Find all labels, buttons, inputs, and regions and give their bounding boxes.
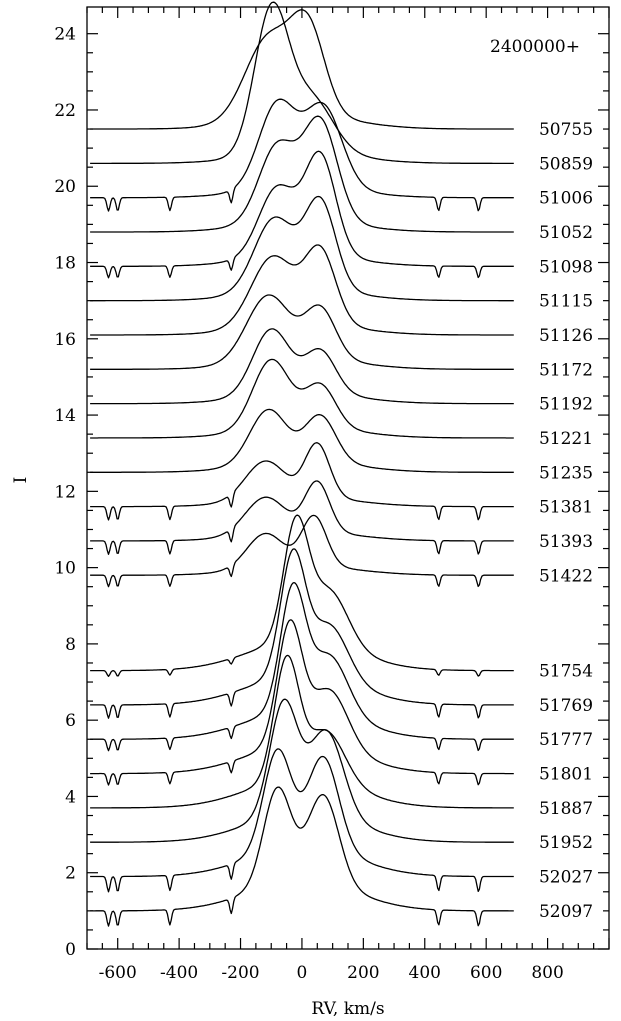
epoch-label-51192: 51192 — [539, 395, 593, 415]
profile-line-51381 — [90, 442, 514, 521]
x-tick-label: -600 — [99, 963, 137, 983]
epoch-label-51952: 51952 — [539, 833, 593, 853]
epoch-label-51115: 51115 — [539, 292, 593, 312]
profile-line-51952 — [90, 698, 514, 843]
epoch-label-51801: 51801 — [539, 765, 593, 785]
y-tick-label: 4 — [65, 787, 76, 807]
y-tick-label: 20 — [54, 177, 76, 197]
profile-line-51126 — [90, 244, 514, 336]
profile-line-51887 — [90, 654, 514, 809]
y-tick-label: 24 — [54, 25, 76, 45]
epoch-label-50755: 50755 — [539, 120, 593, 140]
y-tick-label: 8 — [65, 635, 76, 655]
y-tick-label: 10 — [54, 559, 76, 579]
epoch-label-51052: 51052 — [539, 223, 593, 243]
epoch-label-51098: 51098 — [539, 257, 593, 277]
profile-line-52097 — [90, 786, 514, 927]
y-tick-label: 14 — [54, 406, 76, 426]
x-tick-label: -400 — [160, 963, 198, 983]
epoch-label-51769: 51769 — [539, 696, 593, 716]
epoch-label-51006: 51006 — [539, 189, 593, 209]
epoch-labels: 50755 50859 51006 51052 51098 51115 51126 51172… — [539, 120, 593, 922]
epoch-label-51235: 51235 — [539, 463, 593, 483]
epoch-label-51422: 51422 — [539, 566, 593, 586]
x-tick-label: -200 — [221, 963, 259, 983]
epoch-label-51221: 51221 — [539, 429, 593, 449]
epoch-offset-annotation: 2400000+ — [490, 37, 580, 57]
y-tick-label: 6 — [65, 711, 76, 731]
profile-line-51006 — [90, 98, 514, 212]
profile-line-51754 — [90, 514, 514, 677]
profile-line-51422 — [90, 514, 514, 588]
x-tick-label: 0 — [297, 963, 308, 983]
epoch-label-51754: 51754 — [539, 662, 593, 682]
x-tick-label: 400 — [409, 963, 441, 983]
epoch-label-51393: 51393 — [539, 532, 593, 552]
y-tick-label: 22 — [54, 101, 76, 121]
y-tick-label: 12 — [54, 482, 76, 502]
x-tick-label: 200 — [347, 963, 379, 983]
epoch-label-51887: 51887 — [539, 799, 593, 819]
profile-line-51777 — [90, 581, 514, 752]
profile-line-51221 — [90, 358, 514, 439]
epoch-label-51126: 51126 — [539, 326, 593, 346]
y-tick-label: 16 — [54, 330, 76, 350]
profile-line-51098 — [90, 150, 514, 279]
y-axis-title: I — [11, 477, 31, 484]
epoch-label-52097: 52097 — [539, 902, 593, 922]
profile-line-51115 — [90, 195, 514, 302]
x-tick-label: 800 — [531, 963, 563, 983]
profile-line-51801 — [90, 619, 514, 786]
y-tick-label: 18 — [54, 254, 76, 274]
profile-line-50755 — [90, 9, 514, 130]
profile-line-50859 — [90, 1, 514, 165]
profile-line-51172 — [90, 294, 514, 370]
x-axis-title: RV, km/s — [311, 999, 384, 1019]
plot-frame — [86, 6, 610, 950]
axis-ticks — [86, 7, 610, 950]
epoch-label-51381: 51381 — [539, 498, 593, 518]
profile-line-51769 — [90, 548, 514, 719]
epoch-label-51777: 51777 — [539, 730, 593, 750]
profile-line-51393 — [90, 480, 514, 555]
profile-line-52027 — [90, 748, 514, 893]
profile-line-51192 — [90, 328, 514, 405]
profile-line-51052 — [90, 115, 514, 233]
epoch-label-52027: 52027 — [539, 868, 593, 888]
profiles-group — [90, 1, 514, 927]
y-tick-label: 0 — [65, 940, 76, 960]
x-tick-labels: -600 -400 -200 0 200 400 600 800 — [99, 963, 564, 983]
profile-line-51235 — [90, 408, 514, 473]
epoch-label-51172: 51172 — [539, 360, 593, 380]
x-tick-label: 600 — [470, 963, 502, 983]
y-tick-label: 2 — [65, 864, 76, 884]
epoch-label-50859: 50859 — [539, 154, 593, 174]
